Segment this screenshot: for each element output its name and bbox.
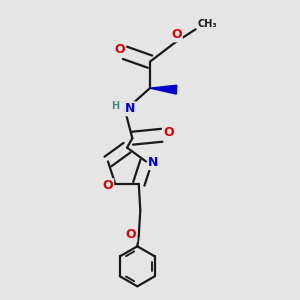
Text: N: N xyxy=(125,102,136,115)
Text: CH₃: CH₃ xyxy=(198,19,218,29)
Polygon shape xyxy=(150,85,177,94)
Text: O: O xyxy=(126,228,136,241)
Text: O: O xyxy=(114,44,125,56)
Text: N: N xyxy=(148,156,158,169)
Text: O: O xyxy=(171,28,182,41)
Text: O: O xyxy=(163,126,174,140)
Text: O: O xyxy=(103,179,113,192)
Text: H: H xyxy=(112,101,120,111)
